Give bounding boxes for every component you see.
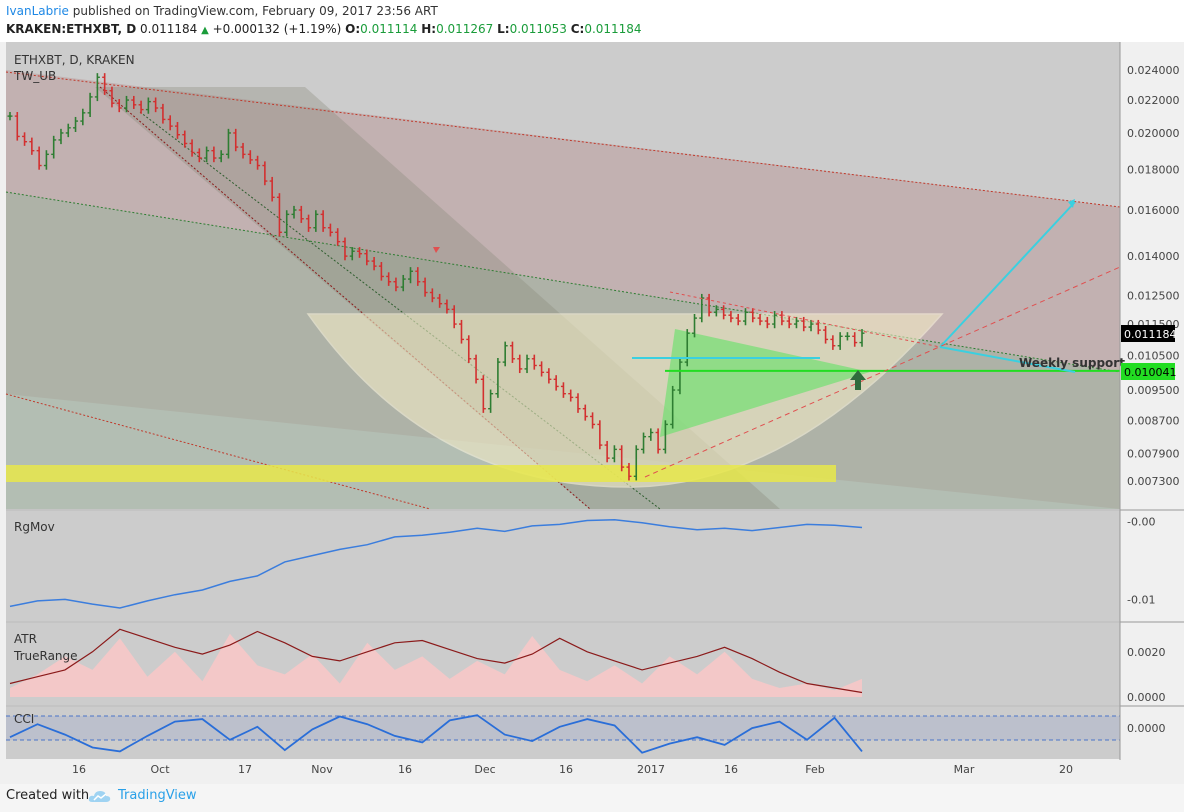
truerange-area: [10, 633, 862, 697]
price-pane-drawings: [5, 70, 1121, 510]
time-axis[interactable]: 16 Oct 17 Nov 16 Dec 16 2017 16 Feb Mar 20: [72, 763, 1073, 776]
price-tick-label: 0.007300: [1127, 475, 1180, 488]
up-arrow-icon: ▲: [201, 25, 209, 36]
price-tick-label: 0.007900: [1127, 448, 1180, 461]
chart-symbol-legend: ETHXBT, D, KRAKEN: [14, 53, 135, 67]
rgmov-pane[interactable]: [6, 511, 1120, 621]
rgmov-tick-label: -0.01: [1127, 593, 1155, 606]
close-value: 0.011184: [584, 22, 642, 36]
sell-signal-icon: [433, 247, 440, 253]
chart-canvas[interactable]: 0.024000 0.022000 0.020000 0.018000 0.016000…: [0, 42, 1184, 784]
high-label: H:: [421, 22, 437, 36]
time-tick-label: 16: [398, 763, 412, 776]
yellow-zone: [6, 465, 836, 482]
price-tick-label: 0.022000: [1127, 94, 1180, 107]
support-price-tag: [1121, 363, 1175, 380]
atr-line: [9, 628, 863, 694]
price-tick-label: 0.009500: [1127, 384, 1180, 397]
price-tick-label: 0.014000: [1127, 250, 1180, 263]
price-tick-label: 0.010500: [1127, 349, 1180, 362]
rgmov-legend: RgMov: [14, 520, 55, 534]
study-legend: TW_UB: [13, 69, 56, 83]
price-tick-label: 0.018000: [1127, 163, 1180, 176]
price-tick-label: 0.024000: [1127, 64, 1180, 77]
close-label: C:: [570, 22, 585, 36]
price-pane-overlays: [433, 199, 1121, 478]
last-price: 0.011184: [140, 22, 198, 36]
red-trend-projection: [644, 266, 1121, 478]
cci-line: [9, 714, 863, 754]
green-triangle: [660, 329, 870, 437]
last-price-tag: [1121, 325, 1175, 342]
atr-axis: 0.0020 0.0000: [1127, 646, 1166, 704]
last-price-tag-text: 0.011184: [1124, 328, 1177, 341]
tradingview-logo-icon: [88, 791, 111, 802]
red-trend-line: [669, 291, 941, 348]
time-tick-label: Dec: [474, 763, 495, 776]
rgmov-axis: -0.00 -0.01: [1127, 515, 1155, 606]
rgmov-tick-label: -0.00: [1127, 515, 1155, 528]
price-tick-label: 0.012500: [1127, 289, 1180, 302]
cyan-target-arrow: [939, 201, 1076, 348]
footer: Created with TradingView: [0, 784, 1184, 812]
cyan-target-arrowhead: [1068, 199, 1075, 208]
time-tick-label: 17: [238, 763, 252, 776]
time-tick-label: Feb: [805, 763, 824, 776]
open-value: 0.011114: [360, 22, 418, 36]
publish-line: IvanLabrie published on TradingView.com,…: [6, 4, 438, 18]
open-label: O:: [345, 22, 361, 36]
price-tick-label: 0.020000: [1127, 127, 1180, 140]
time-tick-label: 16: [72, 763, 86, 776]
cci-band: [6, 716, 1120, 740]
weekly-support-label: Weekly support: [1019, 356, 1125, 370]
channel-bottom-line: [5, 393, 431, 510]
channel-top-line: [5, 71, 1121, 208]
price-change: +0.000132 (+1.19%): [212, 22, 342, 36]
time-tick-label: 2017: [637, 763, 665, 776]
time-tick-label: 16: [559, 763, 573, 776]
cci-legend: CCI: [14, 712, 34, 726]
time-tick-label: 20: [1059, 763, 1073, 776]
candle-series: [7, 73, 865, 481]
rgmov-line: [9, 518, 863, 609]
buy-signal-arrow-icon: [850, 370, 866, 390]
atr-tick-label: 0.0000: [1127, 691, 1166, 704]
cci-tick-label: 0.0000: [1127, 722, 1166, 735]
quote-line: KRAKEN:ETHXBT, D 0.011184 ▲ +0.000132 (+…: [6, 22, 642, 36]
time-tick-label: Mar: [954, 763, 975, 776]
publish-header: IvanLabrie published on TradingView.com,…: [0, 0, 1184, 42]
atr-legend: ATR: [14, 632, 37, 646]
price-tick-label: 0.016000: [1127, 204, 1180, 217]
truerange-legend: TrueRange: [13, 649, 78, 663]
low-label: L:: [497, 22, 510, 36]
channel-mid-line: [5, 191, 1121, 373]
cyan-support-arrow: [939, 346, 1076, 373]
author-link[interactable]: IvanLabrie: [6, 4, 69, 18]
published-text: published on TradingView.com, February 0…: [72, 4, 438, 18]
high-value: 0.011267: [436, 22, 494, 36]
support-price-tag-text: 0.010041: [1124, 366, 1177, 379]
created-with-text: Created with: [6, 788, 90, 803]
price-tick-label: 0.008700: [1127, 414, 1180, 427]
time-tick-label: Oct: [150, 763, 170, 776]
tradingview-link[interactable]: TradingView: [118, 788, 197, 803]
chart-area[interactable]: 0.024000 0.022000 0.020000 0.018000 0.016000…: [0, 42, 1184, 784]
low-value: 0.011053: [509, 22, 567, 36]
atr-tick-label: 0.0020: [1127, 646, 1166, 659]
time-tick-label: 16: [724, 763, 738, 776]
symbol-label: KRAKEN:ETHXBT, D: [6, 22, 137, 36]
cci-axis: 0.0000: [1127, 722, 1166, 735]
time-tick-label: Nov: [311, 763, 333, 776]
price-axis[interactable]: 0.024000 0.022000 0.020000 0.018000 0.016000…: [1127, 64, 1180, 488]
